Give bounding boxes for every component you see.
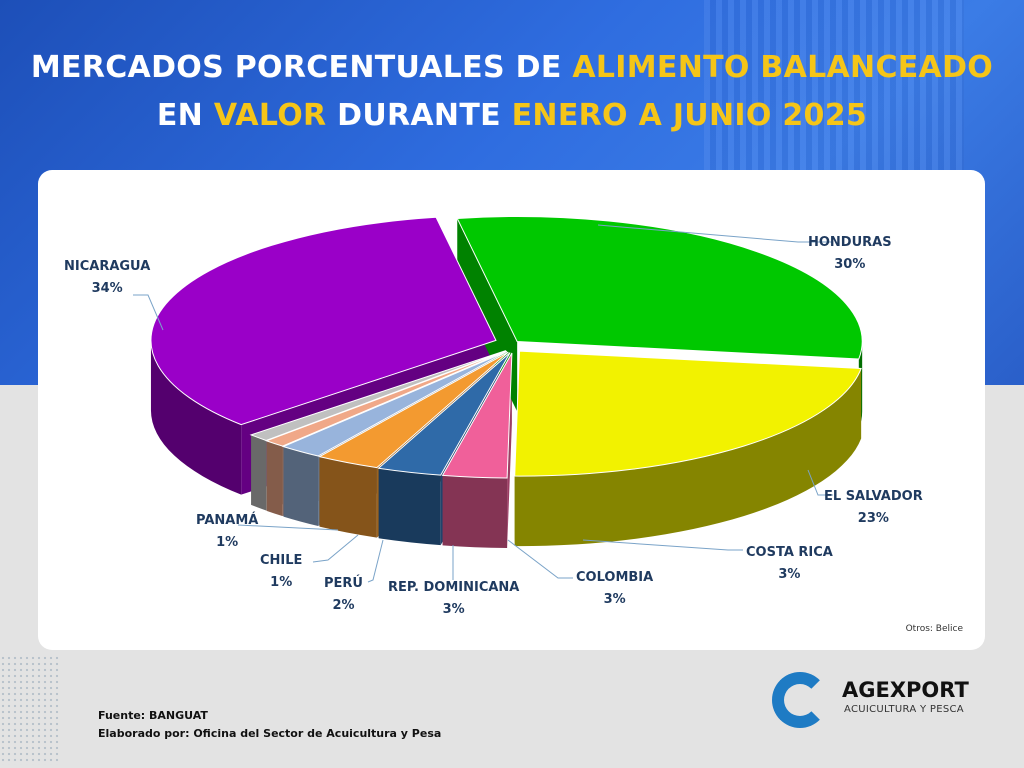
pie-slice-rep-dominicana: [318, 351, 509, 469]
label-el-salvador: EL SALVADOR 23%: [824, 486, 923, 530]
leader-line: [237, 524, 339, 531]
label-chile: CHILE 1%: [260, 550, 302, 594]
pie-slice-side: [251, 434, 267, 511]
pie-chart: [133, 216, 863, 583]
pie-slice-panam-: [249, 350, 507, 442]
leader-line: [312, 534, 359, 563]
prepared-by-text: Elaborado por: Oficina del Sector de Acu…: [98, 727, 442, 740]
leader-line: [367, 539, 384, 583]
chart-card: HONDURAS 30% EL SALVADOR 23% COSTA RICA 3% …: [38, 170, 985, 650]
label-honduras: HONDURAS 30%: [808, 232, 892, 276]
dot-pattern: [0, 655, 60, 765]
pie-slice-side: [442, 475, 508, 548]
title-part: EN: [156, 98, 214, 133]
slice-label: CHILE: [260, 553, 303, 568]
leader-line: [582, 539, 743, 551]
slice-pct: 1%: [216, 535, 239, 550]
slice-label: EL SALVADOR: [824, 489, 923, 504]
pie-slice-honduras: [456, 216, 863, 360]
container-image: [704, 0, 964, 170]
title-highlight: ALIMENTO BALANCEADO: [572, 50, 994, 85]
pie-slice-side: [514, 368, 862, 547]
slice-label: PANAMÁ: [196, 513, 259, 528]
pie-slice-side: [319, 456, 377, 538]
slice-label: HONDURAS: [808, 235, 892, 250]
pie-slice-wall: [507, 352, 512, 548]
pie-slice-side: [378, 468, 441, 546]
leader-line: [133, 294, 164, 331]
title-part: DURANTE: [326, 98, 512, 133]
slice-pct: 34%: [91, 281, 123, 296]
slice-label: COSTA RICA: [746, 545, 833, 560]
label-nicaragua: NICARAGUA 34%: [64, 256, 150, 300]
label-colombia: COLOMBIA 3%: [576, 567, 653, 611]
slice-pct: 3%: [603, 592, 626, 607]
label-costa-rica: COSTA RICA 3%: [746, 542, 833, 586]
leader-line: [597, 224, 833, 243]
agexport-logo: AGEXPORT ACUICULTURA Y PESCA: [772, 672, 972, 728]
slice-label: REP. DOMINICANA: [388, 580, 520, 595]
label-rep-dominicana: REP. DOMINICANA 3%: [388, 577, 519, 621]
source-text: Fuente: BANGUAT: [98, 709, 208, 722]
pie-slice-side: [283, 446, 319, 527]
slice-label: COLOMBIA: [576, 570, 654, 585]
logo-name: AGEXPORT: [842, 678, 969, 702]
pie-slice-nicaragua: [150, 216, 497, 426]
slice-label: PERÚ: [324, 576, 363, 591]
title-part: MERCADOS PORCENTUALES DE: [30, 50, 573, 85]
slice-pct: 3%: [442, 602, 465, 617]
slice-pct: 3%: [778, 567, 801, 582]
pie-slice-colombia: [377, 352, 511, 476]
label-peru: PERÚ 2%: [324, 573, 363, 617]
title-highlight: VALOR: [213, 98, 327, 133]
slice-label: NICARAGUA: [64, 259, 151, 274]
logo-g-icon: [772, 672, 828, 728]
pie-slice-per-: [281, 350, 508, 457]
label-panama: PANAMÁ 1%: [196, 510, 258, 554]
pie-slice-side: [266, 440, 283, 517]
logo-subtitle: ACUICULTURA Y PESCA: [844, 704, 964, 715]
slice-pct: 1%: [270, 575, 293, 590]
slice-pct: 30%: [834, 257, 866, 272]
leader-line: [507, 539, 573, 579]
title-highlight: ENERO A JUNIO 2025: [511, 98, 868, 133]
pie-slice-costa-rica: [441, 352, 513, 479]
leader-line: [807, 469, 833, 496]
others-note: Otros: Belice: [905, 624, 963, 634]
slice-pct: 23%: [857, 511, 889, 526]
pie-slice-side: [150, 340, 242, 495]
pie-slice-el-salvador: [514, 350, 862, 477]
slice-pct: 2%: [332, 598, 355, 613]
page-title: MERCADOS PORCENTUALES DE ALIMENTO BALANC…: [0, 44, 1024, 140]
footer-source: Fuente: BANGUAT Elaborado por: Oficina d…: [98, 707, 441, 743]
